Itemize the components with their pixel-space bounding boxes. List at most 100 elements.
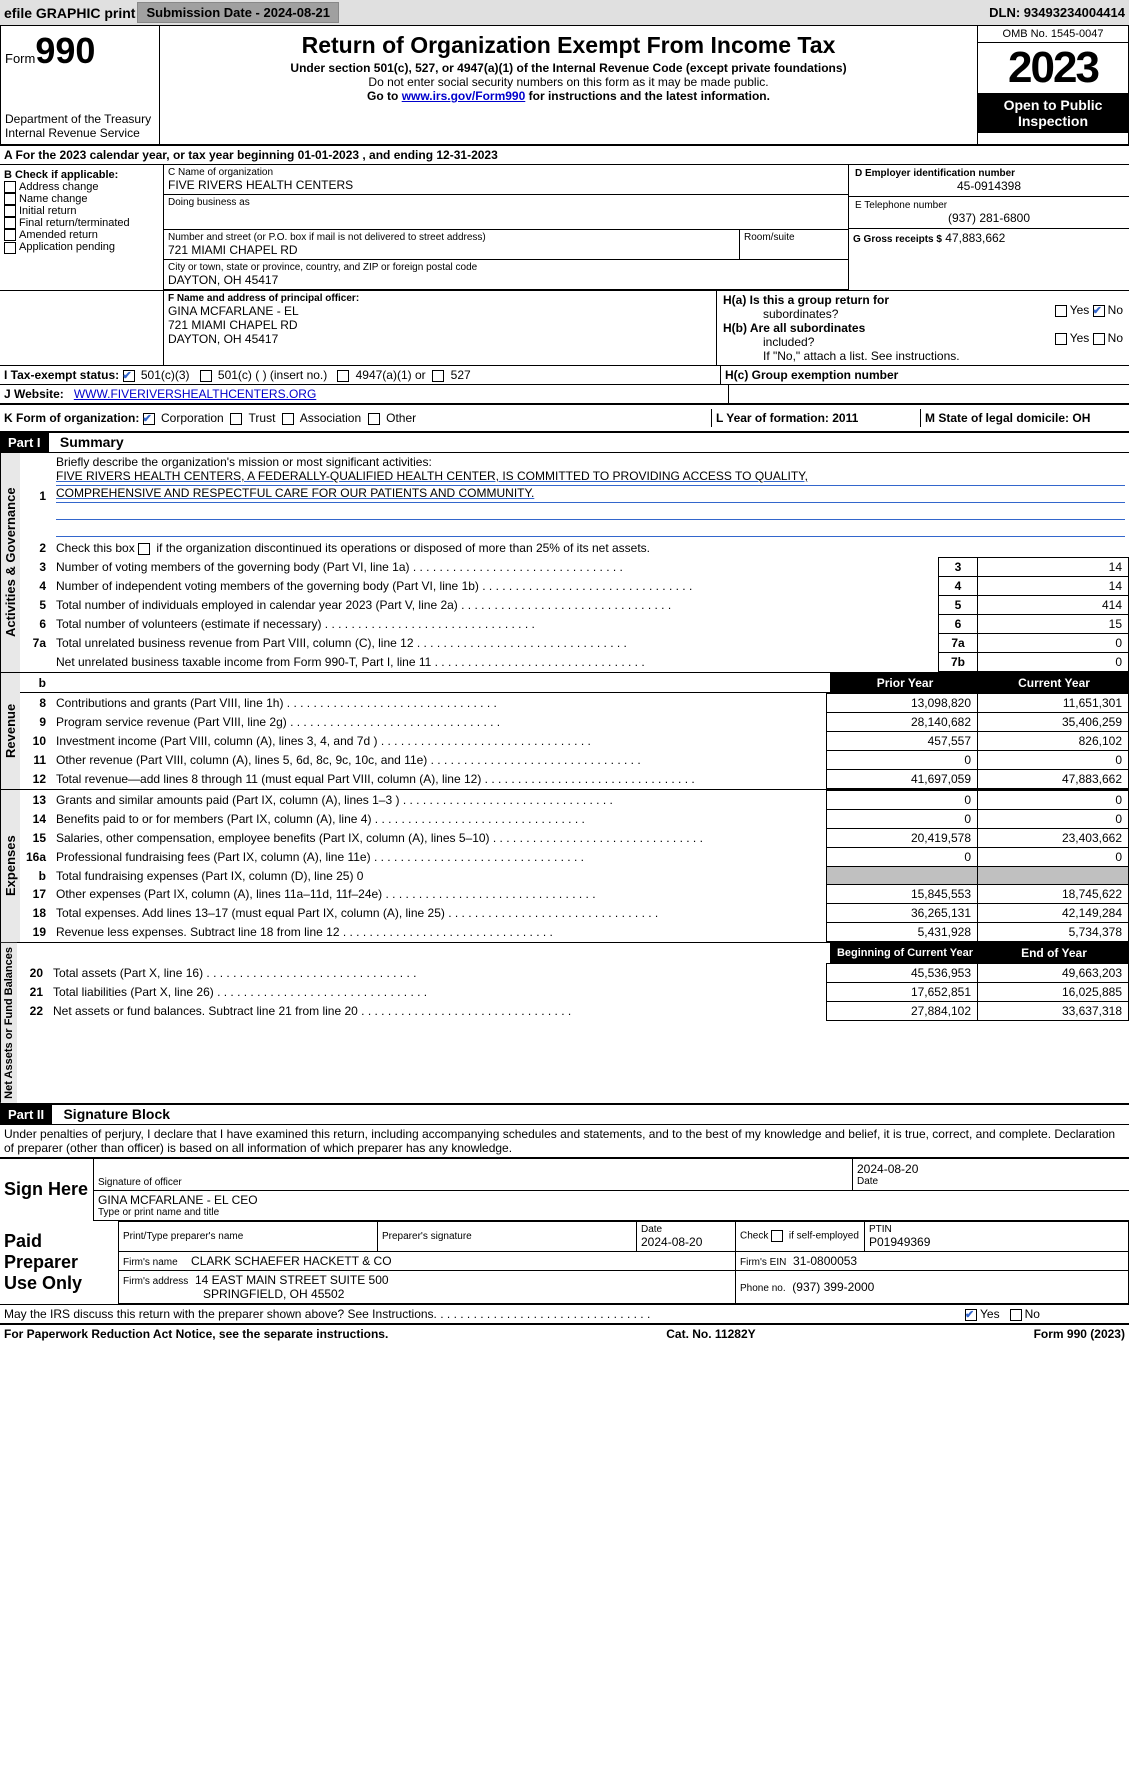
tab-revenue: Revenue <box>0 673 20 789</box>
website-link[interactable]: WWW.FIVERIVERSHEALTHCENTERS.ORG <box>74 387 316 401</box>
dba-lbl: Doing business as <box>168 197 844 208</box>
chk-other[interactable] <box>368 413 380 425</box>
exp-line-18: 18 Total expenses. Add lines 13–17 (must… <box>20 904 1129 923</box>
hb-no-lbl: No <box>1108 331 1123 345</box>
chk-address-change[interactable]: Address change <box>4 181 159 193</box>
chk-name-change[interactable]: Name change <box>4 193 159 205</box>
room-lbl: Room/suite <box>744 232 844 243</box>
form-nosocial: Do not enter social security numbers on … <box>168 75 969 89</box>
firm-phone-lbl: Phone no. <box>740 1283 786 1294</box>
col-current-year: Current Year <box>980 674 1129 693</box>
tax-year: 2023 <box>978 43 1128 93</box>
chk-assoc[interactable] <box>282 413 294 425</box>
footer-catno: Cat. No. 11282Y <box>666 1327 755 1341</box>
col-b-hdr: B Check if applicable: <box>4 169 159 181</box>
hb-no-chk[interactable] <box>1093 333 1105 345</box>
part-i-title: Summary <box>52 434 124 450</box>
chk-4947[interactable] <box>337 370 349 382</box>
net-line-21: 21 Total liabilities (Part X, line 26) 1… <box>17 983 1129 1002</box>
mission-line4 <box>56 520 1125 537</box>
hb-yes-chk[interactable] <box>1055 333 1067 345</box>
g-gross-lbl: G Gross receipts $ <box>853 234 942 245</box>
goto-post: for instructions and the latest informat… <box>525 89 770 103</box>
efile-top-bar: efile GRAPHIC print Submission Date - 20… <box>0 0 1129 25</box>
gov-line-5: 5 Total number of individuals employed i… <box>20 596 1129 615</box>
rev-line-12: 12 Total revenue—add lines 8 through 11 … <box>20 770 1129 789</box>
mission-line2: COMPREHENSIVE AND RESPECTFUL CARE FOR OU… <box>56 486 1125 503</box>
gross-receipts-val: 47,883,662 <box>945 231 1005 245</box>
discuss-no-chk[interactable] <box>1010 1309 1022 1321</box>
hc-group-exemption: H(c) Group exemption number <box>720 366 1129 384</box>
d-ein-lbl: D Employer identification number <box>855 168 1123 179</box>
ha-yes-lbl: Yes <box>1070 303 1090 317</box>
exp-line-17: 17 Other expenses (Part IX, column (A), … <box>20 885 1129 904</box>
hb-yes-lbl: Yes <box>1070 331 1090 345</box>
chk-discontinued[interactable] <box>138 543 150 555</box>
prep-sig-lbl: Preparer's signature <box>382 1231 632 1242</box>
irs-link[interactable]: www.irs.gov/Form990 <box>402 89 526 103</box>
footer-form: Form 990 (2023) <box>1034 1327 1125 1341</box>
m-state-domicile: M State of legal domicile: OH <box>920 409 1129 427</box>
e-phone-lbl: E Telephone number <box>855 200 1123 211</box>
chk-501c[interactable] <box>200 370 212 382</box>
chk-trust[interactable] <box>230 413 242 425</box>
omb-number: OMB No. 1545-0047 <box>978 26 1128 43</box>
rev-line-9: 9 Program service revenue (Part VIII, li… <box>20 713 1129 732</box>
f-officer-lbl: F Name and address of principal officer: <box>168 293 712 304</box>
gov-line-7b: Net unrelated business taxable income fr… <box>20 653 1129 672</box>
rev-line-8: 8 Contributions and grants (Part VIII, l… <box>20 694 1129 713</box>
sig-date: 2024-08-20 <box>857 1162 1125 1176</box>
exp-line-b: b Total fundraising expenses (Part IX, c… <box>20 867 1129 885</box>
form-subtitle: Under section 501(c), 527, or 4947(a)(1)… <box>168 61 969 75</box>
efile-label: efile GRAPHIC print <box>4 5 135 21</box>
paid-preparer-lbl: Paid Preparer Use Only <box>0 1221 119 1303</box>
rev-line-11: 11 Other revenue (Part VIII, column (A),… <box>20 751 1129 770</box>
chk-app-pending[interactable]: Application pending <box>4 241 159 253</box>
chk-527[interactable] <box>432 370 444 382</box>
discuss-yes-chk[interactable] <box>965 1309 977 1321</box>
officer-addr: 721 MIAMI CHAPEL RD <box>168 318 712 332</box>
chk-amended[interactable]: Amended return <box>4 229 159 241</box>
part-ii-hdr: Part II <box>0 1105 52 1124</box>
sig-officer-lbl: Signature of officer <box>98 1177 848 1188</box>
perjury-decl: Under penalties of perjury, I declare th… <box>0 1124 1129 1157</box>
ha-lbl2: subordinates? <box>723 307 1055 321</box>
net-line-22: 22 Net assets or fund balances. Subtract… <box>17 1002 1129 1021</box>
chk-corp[interactable] <box>143 413 155 425</box>
prep-date: 2024-08-20 <box>641 1235 731 1249</box>
tab-net-assets: Net Assets or Fund Balances <box>0 943 17 1103</box>
org-name: FIVE RIVERS HEALTH CENTERS <box>168 178 844 192</box>
ha-yes-chk[interactable] <box>1055 305 1067 317</box>
row-i-tax-status: I Tax-exempt status: 501(c)(3) 501(c) ( … <box>0 366 720 384</box>
ha-no-chk[interactable] <box>1093 305 1105 317</box>
dln-label: DLN: 93493234004414 <box>989 5 1125 20</box>
form-goto: Go to www.irs.gov/Form990 for instructio… <box>168 89 969 103</box>
submission-date-btn[interactable]: Submission Date - 2024-08-21 <box>137 2 339 23</box>
addr-lbl: Number and street (or P.O. box if mail i… <box>168 232 735 243</box>
ein-val: 45-0914398 <box>855 179 1123 193</box>
mission-line3 <box>56 503 1125 520</box>
self-employed-chk[interactable]: Check if self-employed <box>736 1221 865 1251</box>
ptin-lbl: PTIN <box>869 1224 1124 1235</box>
dept-treasury: Department of the Treasury Internal Reve… <box>5 112 155 140</box>
col-eoy: End of Year <box>980 944 1129 963</box>
open-to-public: Open to Public Inspection <box>978 93 1128 133</box>
hb-note: If "No," attach a list. See instructions… <box>723 349 1123 363</box>
discuss-question: May the IRS discuss this return with the… <box>4 1307 965 1321</box>
addr-val: 721 MIAMI CHAPEL RD <box>168 243 735 257</box>
chk-501c3[interactable] <box>123 370 135 382</box>
firm-addr1: 14 EAST MAIN STREET SUITE 500 <box>195 1273 389 1287</box>
mission-line1: FIVE RIVERS HEALTH CENTERS, A FEDERALLY-… <box>56 469 1125 486</box>
officer-name: GINA MCFARLANE - EL <box>168 304 712 318</box>
l-year-formation: L Year of formation: 2011 <box>711 409 920 427</box>
city-lbl: City or town, state or province, country… <box>168 262 844 273</box>
c-name-lbl: C Name of organization <box>168 167 844 178</box>
discuss-yes-lbl: Yes <box>980 1307 1000 1321</box>
ha-lbl: H(a) Is this a group return for <box>723 293 1055 307</box>
prep-date-lbl: Date <box>641 1224 731 1235</box>
exp-line-19: 19 Revenue less expenses. Subtract line … <box>20 923 1129 942</box>
col-prior-year: Prior Year <box>831 674 980 693</box>
sig-date-lbl: Date <box>857 1176 1125 1187</box>
chk-initial-return[interactable]: Initial return <box>4 205 159 217</box>
chk-final-return[interactable]: Final return/terminated <box>4 217 159 229</box>
